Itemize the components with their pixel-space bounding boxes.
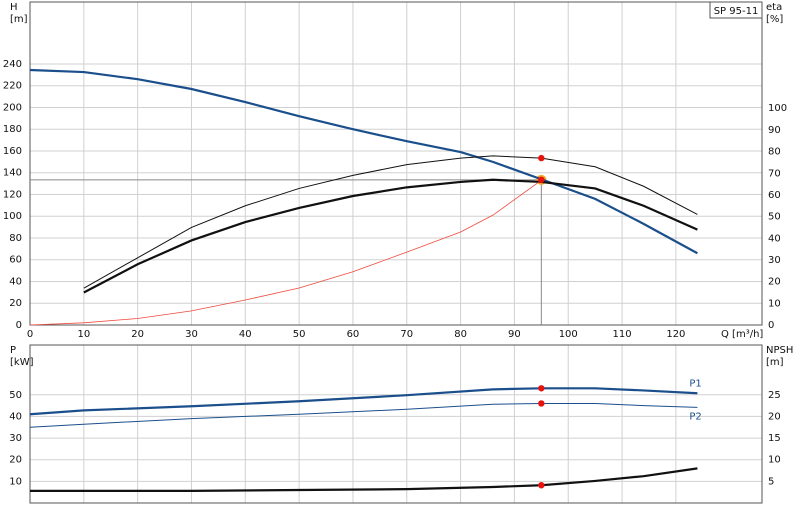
series-line	[30, 467, 698, 492]
y2-tick-label: 60	[768, 190, 781, 201]
y-tick-label: 50	[9, 390, 22, 401]
y2-tick-label: 5	[768, 476, 774, 487]
x-tick-label: 30	[185, 329, 198, 340]
x-tick-label: 110	[613, 329, 632, 340]
series-line	[29, 180, 542, 326]
chart-title: SP 95-11	[714, 6, 759, 17]
series-line	[83, 155, 698, 289]
series-line	[29, 68, 698, 255]
y2-tick-label: 100	[768, 103, 787, 114]
y2-tick-label: 0	[768, 320, 774, 331]
y2-tick-label: 40	[768, 233, 781, 244]
y-tick-label: 180	[3, 124, 22, 135]
x-axis-label: Q [m³/h]	[721, 329, 763, 340]
marker	[538, 385, 545, 392]
y2-tick-label: 10	[768, 298, 781, 309]
title-box	[709, 1, 763, 19]
y2-tick-label: 10	[768, 455, 781, 466]
x-tick-label: 20	[131, 329, 144, 340]
y-tick-label: 220	[3, 81, 22, 92]
x-tick-label: 70	[400, 329, 413, 340]
y-axis-label: P	[10, 345, 16, 356]
marker	[538, 482, 545, 489]
y2-tick-label: 20	[768, 411, 781, 422]
y2-axis-unit: [%]	[766, 14, 783, 25]
y2-tick-label: 50	[768, 212, 781, 223]
x-tick-label: 0	[27, 329, 33, 340]
y-tick-label: 120	[3, 189, 22, 200]
y-tick-label: 200	[3, 102, 22, 113]
x-tick-label: 50	[293, 329, 306, 340]
y-tick-label: 40	[9, 411, 22, 422]
y2-axis-label: NPSH	[766, 345, 793, 356]
series-line	[83, 178, 698, 294]
y-axis-unit: [m]	[10, 14, 28, 25]
marker	[538, 154, 545, 162]
x-tick-label: 100	[559, 329, 578, 340]
plot-frame	[29, 344, 763, 504]
x-tick-label: 90	[508, 329, 521, 340]
series-label: P2	[689, 411, 701, 422]
y2-axis-unit: [m]	[766, 357, 784, 368]
y-tick-label: 100	[3, 211, 22, 222]
y-tick-label: 240	[3, 59, 22, 70]
marker	[538, 400, 545, 407]
x-tick-label: 40	[239, 329, 252, 340]
y2-tick-label: 90	[768, 125, 781, 136]
x-tick-label: 120	[666, 329, 685, 340]
y-tick-label: 20	[9, 298, 22, 309]
y-tick-label: 0	[16, 320, 22, 331]
y-tick-label: 30	[9, 433, 22, 444]
y2-tick-label: 20	[768, 277, 781, 288]
y-tick-label: 60	[9, 255, 22, 266]
y2-tick-label: 80	[768, 147, 781, 158]
y-tick-label: 80	[9, 233, 22, 244]
series-line	[29, 387, 698, 416]
y-axis-unit: [kW]	[10, 357, 34, 368]
y-tick-label: 40	[9, 276, 22, 287]
y-tick-label: 160	[3, 146, 22, 157]
y-axis-label: H	[10, 2, 18, 13]
plot-frame	[29, 1, 763, 326]
marker	[538, 176, 545, 184]
x-tick-label: 60	[347, 329, 360, 340]
y2-axis-label: eta	[766, 2, 782, 13]
y-tick-label: 10	[9, 476, 22, 487]
x-tick-label: 80	[454, 329, 467, 340]
y-tick-label: 20	[9, 455, 22, 466]
x-tick-label: 10	[77, 329, 90, 340]
y2-tick-label: 25	[768, 390, 781, 401]
y2-tick-label: 15	[768, 433, 781, 444]
series-line	[29, 402, 698, 428]
y-tick-label: 140	[3, 168, 22, 179]
series-label: P1	[689, 378, 701, 389]
y2-tick-label: 70	[768, 168, 781, 179]
y2-tick-label: 30	[768, 255, 781, 266]
